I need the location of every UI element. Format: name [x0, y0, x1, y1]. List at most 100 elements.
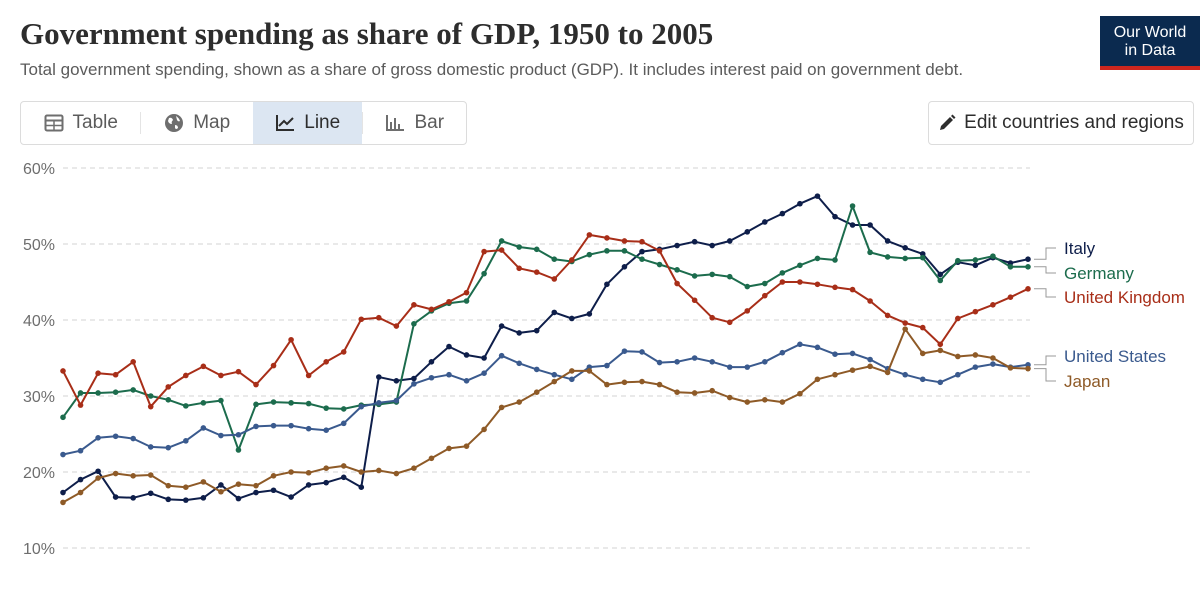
data-point-italy[interactable]	[270, 487, 277, 494]
data-point-germany[interactable]	[762, 280, 768, 287]
data-point-united-states[interactable]	[621, 348, 628, 354]
data-point-japan[interactable]	[779, 399, 786, 405]
data-point-germany[interactable]	[832, 257, 838, 263]
data-point-united-kingdom[interactable]	[779, 279, 786, 285]
data-point-italy[interactable]	[551, 309, 558, 316]
data-point-japan[interactable]	[797, 390, 803, 397]
data-point-united-states[interactable]	[832, 351, 838, 358]
data-point-japan[interactable]	[498, 404, 505, 411]
data-point-united-states[interactable]	[112, 433, 119, 440]
data-point-italy[interactable]	[849, 222, 856, 228]
data-point-united-kingdom[interactable]	[183, 372, 189, 379]
data-point-germany[interactable]	[797, 262, 803, 269]
data-point-united-kingdom[interactable]	[569, 257, 575, 263]
data-point-germany[interactable]	[849, 203, 856, 209]
series-italy[interactable]	[60, 193, 1031, 503]
data-point-germany[interactable]	[323, 405, 329, 411]
data-point-germany[interactable]	[253, 401, 259, 408]
data-point-united-kingdom[interactable]	[516, 265, 522, 272]
data-point-italy[interactable]	[586, 311, 593, 317]
data-point-italy[interactable]	[183, 497, 189, 503]
data-point-italy[interactable]	[902, 245, 908, 251]
data-point-united-states[interactable]	[446, 371, 452, 378]
data-point-united-kingdom[interactable]	[533, 269, 540, 275]
data-point-italy[interactable]	[709, 242, 715, 249]
data-point-united-states[interactable]	[639, 349, 645, 355]
data-point-germany[interactable]	[639, 256, 645, 263]
data-point-italy[interactable]	[112, 494, 119, 500]
data-point-united-states[interactable]	[376, 400, 382, 406]
tab-line[interactable]: Line	[252, 102, 363, 144]
tab-table[interactable]: Table	[21, 102, 140, 144]
data-point-italy[interactable]	[516, 330, 522, 336]
data-point-united-states[interactable]	[604, 362, 610, 369]
data-point-germany[interactable]	[60, 414, 66, 421]
data-point-united-states[interactable]	[744, 364, 751, 370]
data-point-japan[interactable]	[937, 347, 944, 354]
data-point-italy[interactable]	[814, 193, 821, 199]
data-point-italy[interactable]	[130, 495, 136, 501]
data-point-italy[interactable]	[376, 374, 382, 380]
data-point-germany[interactable]	[604, 248, 610, 254]
data-point-germany[interactable]	[270, 399, 277, 405]
data-point-united-kingdom[interactable]	[744, 308, 751, 314]
data-point-united-kingdom[interactable]	[77, 402, 84, 408]
data-point-united-kingdom[interactable]	[340, 349, 347, 355]
data-point-united-kingdom[interactable]	[481, 248, 487, 255]
data-point-japan[interactable]	[95, 475, 101, 481]
data-point-united-states[interactable]	[77, 447, 84, 454]
data-point-united-kingdom[interactable]	[849, 286, 856, 293]
data-point-germany[interactable]	[481, 270, 487, 277]
data-point-united-kingdom[interactable]	[937, 341, 944, 348]
data-point-united-states[interactable]	[779, 349, 786, 356]
data-point-united-kingdom[interactable]	[270, 362, 277, 369]
series-line-germany[interactable]	[62, 205, 1028, 451]
data-point-united-kingdom[interactable]	[411, 302, 417, 308]
data-point-germany[interactable]	[463, 298, 470, 304]
data-point-united-kingdom[interactable]	[200, 363, 207, 370]
data-point-united-kingdom[interactable]	[446, 298, 452, 305]
data-point-italy[interactable]	[674, 242, 680, 249]
data-point-united-states[interactable]	[902, 371, 908, 378]
data-point-japan[interactable]	[218, 488, 224, 495]
data-point-united-kingdom[interactable]	[551, 276, 558, 282]
data-point-japan[interactable]	[656, 381, 663, 388]
data-point-germany[interactable]	[288, 400, 294, 406]
data-point-united-kingdom[interactable]	[586, 232, 593, 238]
data-point-germany[interactable]	[902, 255, 908, 262]
data-point-united-kingdom[interactable]	[130, 359, 136, 365]
data-point-japan[interactable]	[849, 367, 856, 373]
data-point-united-states[interactable]	[533, 366, 540, 373]
data-point-united-kingdom[interactable]	[832, 284, 838, 291]
data-point-united-states[interactable]	[340, 420, 347, 427]
data-point-japan[interactable]	[814, 376, 821, 383]
data-point-germany[interactable]	[165, 397, 172, 403]
data-point-united-kingdom[interactable]	[60, 368, 66, 374]
data-point-japan[interactable]	[428, 455, 435, 462]
data-point-japan[interactable]	[972, 352, 979, 358]
edit-countries-button[interactable]: Edit countries and regions	[928, 101, 1194, 145]
data-point-united-kingdom[interactable]	[235, 368, 242, 375]
data-point-japan[interactable]	[481, 426, 487, 433]
data-point-united-kingdom[interactable]	[990, 302, 996, 308]
data-point-italy[interactable]	[288, 494, 294, 500]
data-point-japan[interactable]	[955, 353, 961, 360]
data-point-united-states[interactable]	[358, 403, 365, 410]
data-point-japan[interactable]	[446, 445, 452, 452]
data-point-united-kingdom[interactable]	[147, 403, 154, 410]
data-point-italy[interactable]	[726, 238, 733, 244]
data-point-united-kingdom[interactable]	[393, 323, 400, 329]
data-point-united-kingdom[interactable]	[604, 235, 610, 241]
data-point-japan[interactable]	[235, 481, 242, 487]
data-point-germany[interactable]	[498, 238, 505, 244]
data-point-italy[interactable]	[323, 479, 329, 486]
data-point-italy[interactable]	[253, 489, 259, 496]
data-point-italy[interactable]	[393, 378, 400, 384]
tab-bar[interactable]: Bar	[363, 102, 466, 144]
data-point-united-states[interactable]	[147, 444, 154, 450]
series-germany[interactable]	[60, 203, 1031, 453]
data-point-italy[interactable]	[779, 210, 786, 217]
data-point-germany[interactable]	[95, 390, 101, 396]
data-point-united-kingdom[interactable]	[709, 314, 715, 321]
data-point-japan[interactable]	[270, 473, 277, 479]
